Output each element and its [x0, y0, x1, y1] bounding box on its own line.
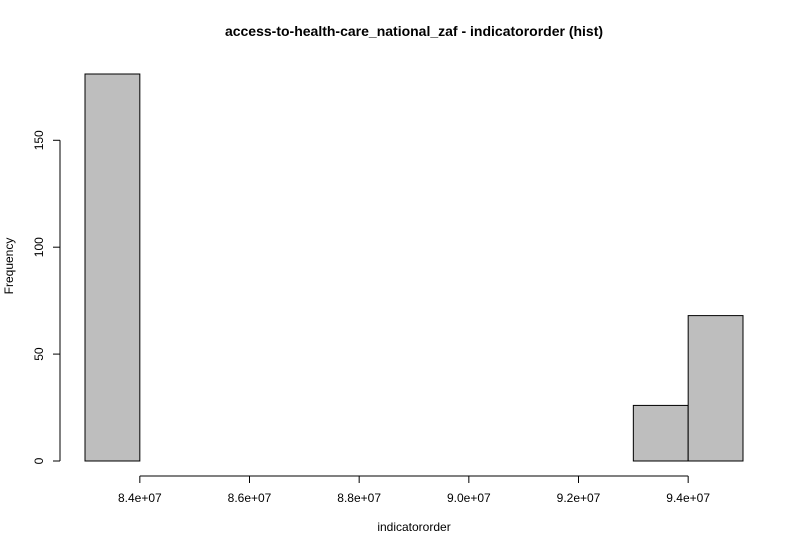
- y-tick-label: 100: [32, 237, 46, 257]
- x-tick-label: 9.4e+07: [666, 491, 710, 505]
- x-tick-label: 8.8e+07: [337, 491, 381, 505]
- histogram-bar: [84, 73, 141, 462]
- x-tick-label: 9.2e+07: [557, 491, 601, 505]
- x-axis-label: indicatororder: [377, 520, 450, 534]
- x-axis: 8.4e+07 8.6e+07 8.8e+07 9.0e+07 9.2e+07 9.4e+…: [118, 475, 710, 505]
- y-axis: 0 50 100 150: [32, 130, 61, 464]
- bars-group: [84, 73, 744, 462]
- y-tick-label: 150: [32, 130, 46, 150]
- y-tick-label: 50: [32, 347, 46, 361]
- x-tick-label: 9.0e+07: [447, 491, 491, 505]
- y-tick-label: 0: [32, 457, 46, 464]
- histogram-bar: [687, 315, 744, 462]
- x-tick-label: 8.4e+07: [118, 491, 162, 505]
- chart-title: access-to-health-care_national_zaf - ind…: [225, 23, 603, 39]
- y-axis-label: Frequency: [2, 238, 16, 295]
- x-tick-label: 8.6e+07: [228, 491, 272, 505]
- histogram-bar: [632, 404, 689, 462]
